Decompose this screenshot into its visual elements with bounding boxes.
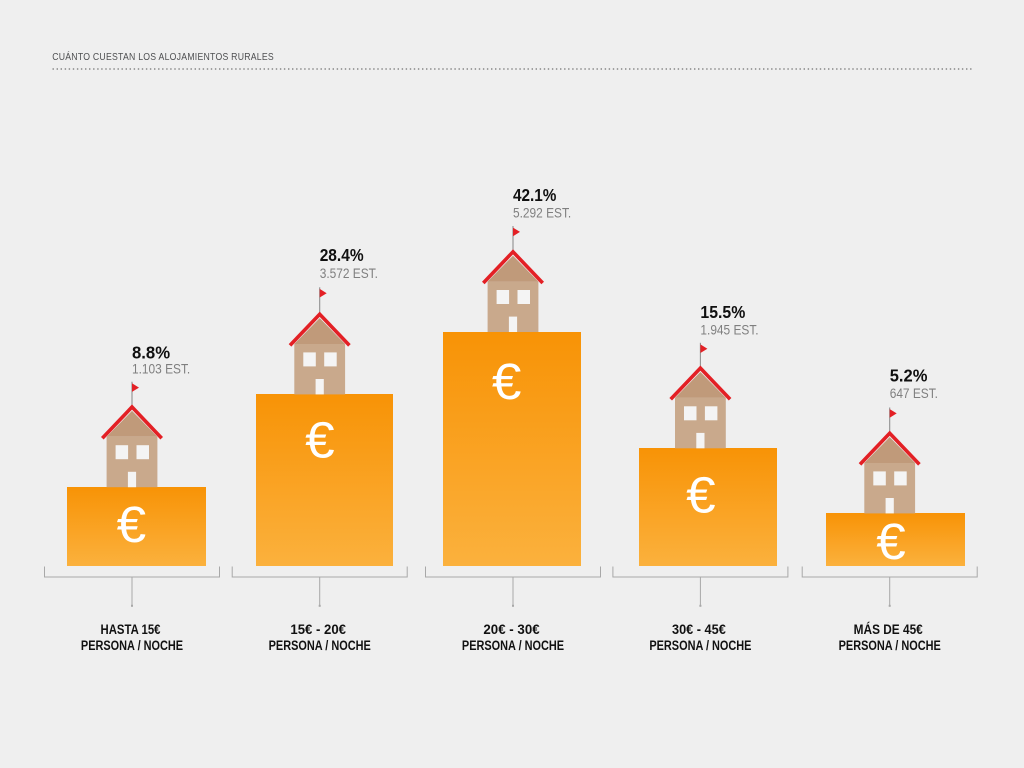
svg-text:1.103 EST.: 1.103 EST. [132,361,190,377]
svg-text:PERSONA / NOCHE: PERSONA / NOCHE [81,637,183,653]
svg-text:€: € [117,496,147,553]
svg-text:PERSONA / NOCHE: PERSONA / NOCHE [649,637,751,653]
svg-text:20€ - 30€: 20€ - 30€ [483,621,540,636]
svg-text:MÁS DE 45€: MÁS DE 45€ [854,621,924,637]
svg-text:CUÁNTO CUESTAN LOS ALOJAMIENTO: CUÁNTO CUESTAN LOS ALOJAMIENTOS RURALES [52,51,274,63]
svg-text:PERSONA / NOCHE: PERSONA / NOCHE [269,637,371,653]
svg-text:€: € [876,513,906,570]
svg-text:647 EST.: 647 EST. [890,385,938,401]
svg-text:€: € [686,467,716,524]
svg-text:15.5%: 15.5% [700,302,745,322]
svg-text:PERSONA / NOCHE: PERSONA / NOCHE [462,637,564,653]
svg-text:3.572 EST.: 3.572 EST. [320,265,378,281]
svg-text:€: € [305,412,335,469]
svg-text:28.4%: 28.4% [320,245,364,265]
svg-text:30€ - 45€: 30€ - 45€ [672,621,726,637]
svg-text:€: € [492,353,522,410]
svg-text:8.8%: 8.8% [132,342,170,363]
svg-text:42.1%: 42.1% [513,186,557,205]
svg-text:5.2%: 5.2% [890,366,928,386]
svg-text:1.945 EST.: 1.945 EST. [700,322,758,338]
svg-text:PERSONA / NOCHE: PERSONA / NOCHE [839,637,941,653]
svg-text:HASTA 15€: HASTA 15€ [101,621,161,638]
svg-text:5.292 EST.: 5.292 EST. [513,205,571,221]
svg-text:15€ - 20€: 15€ - 20€ [290,621,346,637]
